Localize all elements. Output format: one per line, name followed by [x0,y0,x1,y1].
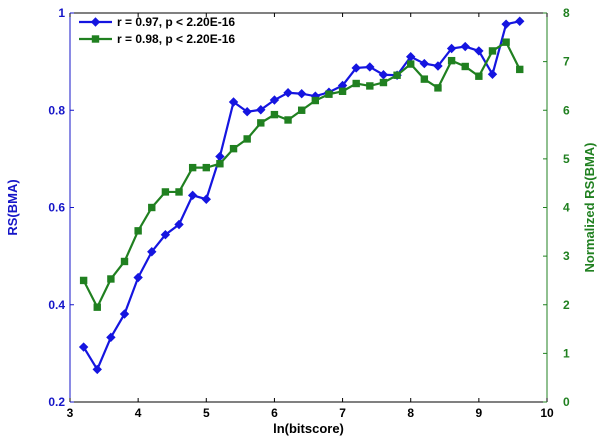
series-1-point [433,61,443,71]
series-2-point [202,163,210,172]
right-y-axis-title: Normalized RS(BMA) [582,142,597,272]
left-y-tick-label: 1 [58,6,65,20]
series-1-point [474,46,484,56]
series-2-point [270,110,279,119]
x-tick-label: 4 [135,406,142,420]
series-2-point [148,203,156,212]
series-2-point [488,47,497,55]
series-1-point [283,88,293,98]
series-2-point [502,38,510,46]
series-1-point [174,219,184,230]
right-y-tick-label: 2 [563,298,570,312]
right-y-tick-label: 5 [563,152,570,166]
series-1-point [92,364,102,375]
series-1-point [133,272,143,283]
right-y-tick-label: 1 [563,346,570,360]
right-y-tick-label: 3 [563,249,570,263]
series-2-point [338,87,347,95]
legend-marker-1 [90,17,101,27]
right-y-tick-label: 8 [563,6,570,20]
series-2-point [243,135,251,143]
series-2-point [257,119,265,127]
series-2-point [366,82,374,90]
series-2-point [434,84,442,92]
series-2-point [134,227,142,235]
series-2-point [420,75,429,83]
series-1-point [296,89,307,99]
right-y-tick-label: 7 [563,55,570,69]
series-1-point [515,16,525,26]
series-1-point [256,105,266,115]
series-1-point [487,69,498,79]
series-2-point [393,71,401,79]
legend-marker-2 [91,35,100,43]
series-1-point [228,97,239,107]
series-2-point [175,188,183,196]
legend-label-1: r = 0.97, p < 2.20E-16 [117,15,235,29]
x-tick-label: 6 [271,406,278,420]
series-2-point [79,276,88,285]
x-tick-label: 10 [540,406,554,420]
x-tick-label: 9 [476,406,483,420]
series-1-point [419,58,430,69]
legend: r = 0.97, p < 2.20E-16 r = 0.98, p < 2.20… [79,15,235,46]
right-y-tick-label: 4 [563,201,570,215]
series-1-point [106,332,116,343]
x-axis-title: ln(bitscore) [273,421,344,436]
series-2-point [516,65,524,74]
left-y-tick-label: 0.6 [48,201,65,215]
series-2-point [93,303,101,311]
series-1 [78,16,525,375]
x-tick-label: 5 [203,406,210,420]
series-1-point [365,62,375,72]
series-2-point [325,90,333,98]
left-y-tick-label: 0.2 [48,395,65,409]
series-2-point [407,60,415,68]
series-1-point [460,41,470,52]
right-y-tick-label: 0 [563,395,570,409]
series-2-point [311,96,320,105]
left-y-tick-label: 0.8 [48,103,65,117]
series-1-point [446,43,457,54]
series-2-point [461,62,469,71]
series-1-point [187,190,198,201]
series-2-point [120,257,129,266]
left-y-tick-label: 0.4 [48,298,65,312]
right-y-tick-label: 6 [563,103,570,117]
series-layer [78,16,525,375]
series-2-point [297,106,306,114]
series-1-point [78,342,89,352]
series-2-point [379,78,388,87]
series-2-point [284,116,292,124]
x-tick-label: 8 [407,406,414,420]
series-2-point [229,144,238,153]
series-2-point [188,163,197,172]
series-1-point [351,63,361,73]
series-1-point [201,194,211,204]
legend-label-2: r = 0.98, p < 2.20E-16 [117,32,235,46]
series-2-point [161,188,170,196]
series-1-point [269,95,280,105]
series-2-point [216,160,224,168]
series-1-point [119,309,130,319]
x-tick-label: 7 [339,406,346,420]
series-2-point [107,275,115,283]
series-1-point [147,247,157,257]
series-2 [79,38,524,311]
series-1-point [160,230,171,240]
series-2-point [447,56,456,65]
series-2-point [475,72,483,80]
plot-area [70,13,547,402]
x-tick-label: 3 [67,406,74,420]
left-y-axis-title: RS(BMA) [5,179,20,235]
series-1-point [242,107,252,117]
series-1-point [501,19,511,29]
series-2-point [352,79,360,88]
series-1-point [378,70,389,80]
